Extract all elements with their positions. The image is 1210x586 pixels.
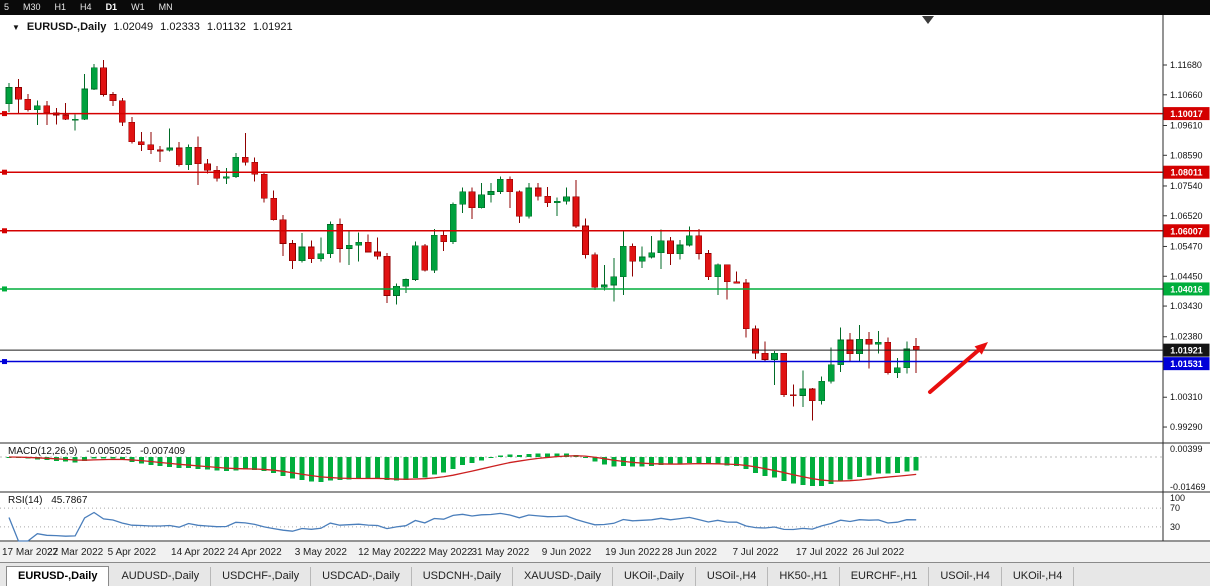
tab-hk50-h1[interactable]: HK50-,H1: [768, 567, 840, 586]
price-tag-resistance-1: [1163, 107, 1210, 121]
trend-arrow-head-icon[interactable]: [974, 342, 988, 355]
rsi-name: RSI(14): [8, 495, 43, 506]
price-tag-support-blue: [1163, 357, 1210, 371]
svg-text:14 Apr 2022: 14 Apr 2022: [171, 547, 225, 558]
tab-xauusd-daily[interactable]: XAUUSD-,Daily: [513, 567, 613, 586]
chart-title: ▼ EURUSD-,Daily 1.02049 1.02333 1.01132 …: [12, 21, 293, 33]
hline-anchor-resistance-3[interactable]: [2, 228, 7, 234]
chart-tab-bar: EURUSD-,Daily AUDUSD-,Daily USDCHF-,Daily U…: [0, 562, 1210, 586]
tab-usoil-h4[interactable]: USOil-,H4: [696, 567, 769, 586]
svg-text:28 Jun 2022: 28 Jun 2022: [662, 547, 717, 558]
ohlc-high: 1.02333: [160, 21, 200, 33]
tab-ukoil-h4[interactable]: UKOil-,H4: [1002, 567, 1075, 586]
chart-canvas[interactable]: 1.11680 1.10660 1.09610 1.08590 1.07540 1.065…: [0, 0, 1210, 562]
svg-text:1.08011: 1.08011: [1170, 168, 1202, 178]
svg-text:1.03430: 1.03430: [1170, 301, 1203, 311]
rsi-indicator-label: RSI(14) 45.7867: [8, 495, 93, 506]
candlestick-series: [5, 60, 920, 421]
price-tag-bid: [1163, 343, 1210, 357]
svg-text:30: 30: [1170, 522, 1180, 532]
svg-text:0.99290: 0.99290: [1170, 422, 1203, 432]
hline-anchor-support-blue[interactable]: [2, 359, 7, 365]
trend-arrow[interactable]: [928, 348, 981, 394]
svg-text:31 May 2022: 31 May 2022: [471, 547, 529, 558]
svg-text:1.09610: 1.09610: [1170, 120, 1203, 130]
svg-text:26 Jul 2022: 26 Jul 2022: [853, 547, 905, 558]
ohlc-close: 1.01921: [252, 21, 293, 33]
macd-name: MACD(12,26,9): [8, 446, 78, 457]
svg-text:9 Jun 2022: 9 Jun 2022: [542, 547, 592, 558]
timeframe-h4[interactable]: H4: [80, 2, 92, 12]
svg-text:1.10017: 1.10017: [1170, 109, 1203, 119]
price-tag-resistance-2: [1163, 165, 1210, 179]
macd-main-value: -0.005025: [86, 446, 132, 457]
svg-text:1.06520: 1.06520: [1170, 211, 1203, 221]
svg-text:17 Jul 2022: 17 Jul 2022: [796, 547, 848, 558]
rsi-line: [8, 511, 917, 542]
time-axis-background: [0, 542, 1210, 562]
tab-eurusd-daily[interactable]: EURUSD-,Daily: [6, 566, 110, 586]
macd-signal-value: -0.007409: [140, 446, 186, 457]
chart-shift-marker-icon[interactable]: [922, 16, 934, 24]
svg-text:22 May 2022: 22 May 2022: [415, 547, 473, 558]
tab-ukoil-daily[interactable]: UKOil-,Daily: [613, 567, 696, 586]
timeframe-h1[interactable]: H1: [54, 2, 67, 12]
ohlc-low: 1.01132: [206, 21, 246, 33]
timeframe-m30[interactable]: M30: [23, 2, 41, 12]
tab-usdcnh-daily[interactable]: USDCNH-,Daily: [412, 567, 513, 586]
price-tag-support-green: [1163, 282, 1210, 296]
svg-text:-0.01469: -0.01469: [1170, 482, 1206, 492]
rsi-value: 45.7867: [51, 495, 88, 506]
chart-symbol-period: EURUSD-,Daily: [26, 21, 107, 33]
chart-menu-icon[interactable]: ▼: [12, 22, 20, 32]
macd-histogram: [6, 453, 919, 487]
timeframe-w1[interactable]: W1: [131, 2, 145, 12]
hline-anchor-resistance-2[interactable]: [2, 169, 7, 175]
svg-text:1.11680: 1.11680: [1170, 60, 1202, 70]
svg-text:24 Apr 2022: 24 Apr 2022: [228, 547, 282, 558]
macd-indicator-label: MACD(12,26,9) -0.005025 -0.007409: [8, 446, 191, 457]
timeframe-mn[interactable]: MN: [158, 2, 173, 12]
svg-text:27 Mar 2022: 27 Mar 2022: [47, 547, 104, 558]
tab-eurchf-h1[interactable]: EURCHF-,H1: [840, 567, 930, 586]
hline-anchor-support-green[interactable]: [2, 286, 7, 292]
tab-audusd-daily[interactable]: AUDUSD-,Daily: [110, 567, 212, 586]
ohlc-open: 1.02049: [113, 21, 154, 33]
tab-usdcad-daily[interactable]: USDCAD-,Daily: [311, 567, 412, 586]
svg-text:1.04016: 1.04016: [1170, 284, 1203, 294]
hline-anchor-resistance-1[interactable]: [2, 111, 7, 117]
svg-text:1.07540: 1.07540: [1170, 181, 1203, 191]
price-tags: 1.10017 1.08011 1.06007 1.04016 1.01921 1.015…: [1163, 107, 1210, 371]
svg-text:1.01531: 1.01531: [1170, 359, 1203, 369]
horizontal-line-objects: [0, 111, 1163, 365]
tab-usoil-h4[interactable]: USOil-,H4: [929, 567, 1002, 586]
svg-text:1.05470: 1.05470: [1170, 241, 1203, 251]
svg-text:1.04450: 1.04450: [1170, 271, 1203, 281]
svg-text:0.00399: 0.00399: [1170, 444, 1203, 454]
svg-text:100: 100: [1170, 493, 1185, 503]
macd-signal-line: [8, 455, 917, 482]
svg-text:5 Apr 2022: 5 Apr 2022: [108, 547, 157, 558]
svg-text:19 Jun 2022: 19 Jun 2022: [605, 547, 660, 558]
svg-text:1.10660: 1.10660: [1170, 90, 1203, 100]
svg-text:70: 70: [1170, 503, 1180, 513]
timeframe-toolbar: 5 M30 H1 H4 D1 W1 MN: [0, 0, 1210, 15]
svg-text:1.06007: 1.06007: [1170, 226, 1203, 236]
svg-text:1.02380: 1.02380: [1170, 332, 1203, 342]
svg-text:1.01921: 1.01921: [1170, 346, 1203, 356]
tab-usdchf-daily[interactable]: USDCHF-,Daily: [211, 567, 312, 586]
svg-text:12 May 2022: 12 May 2022: [358, 547, 416, 558]
svg-text:3 May 2022: 3 May 2022: [295, 547, 348, 558]
svg-text:17 Mar 2022: 17 Mar 2022: [2, 547, 59, 558]
svg-text:1.08590: 1.08590: [1170, 150, 1203, 160]
timeframe-d1[interactable]: D1: [105, 2, 118, 12]
price-tag-resistance-3: [1163, 224, 1210, 238]
svg-text:1.00310: 1.00310: [1170, 392, 1203, 402]
svg-text:7 Jul 2022: 7 Jul 2022: [732, 547, 779, 558]
timeframe-5[interactable]: 5: [4, 2, 10, 12]
